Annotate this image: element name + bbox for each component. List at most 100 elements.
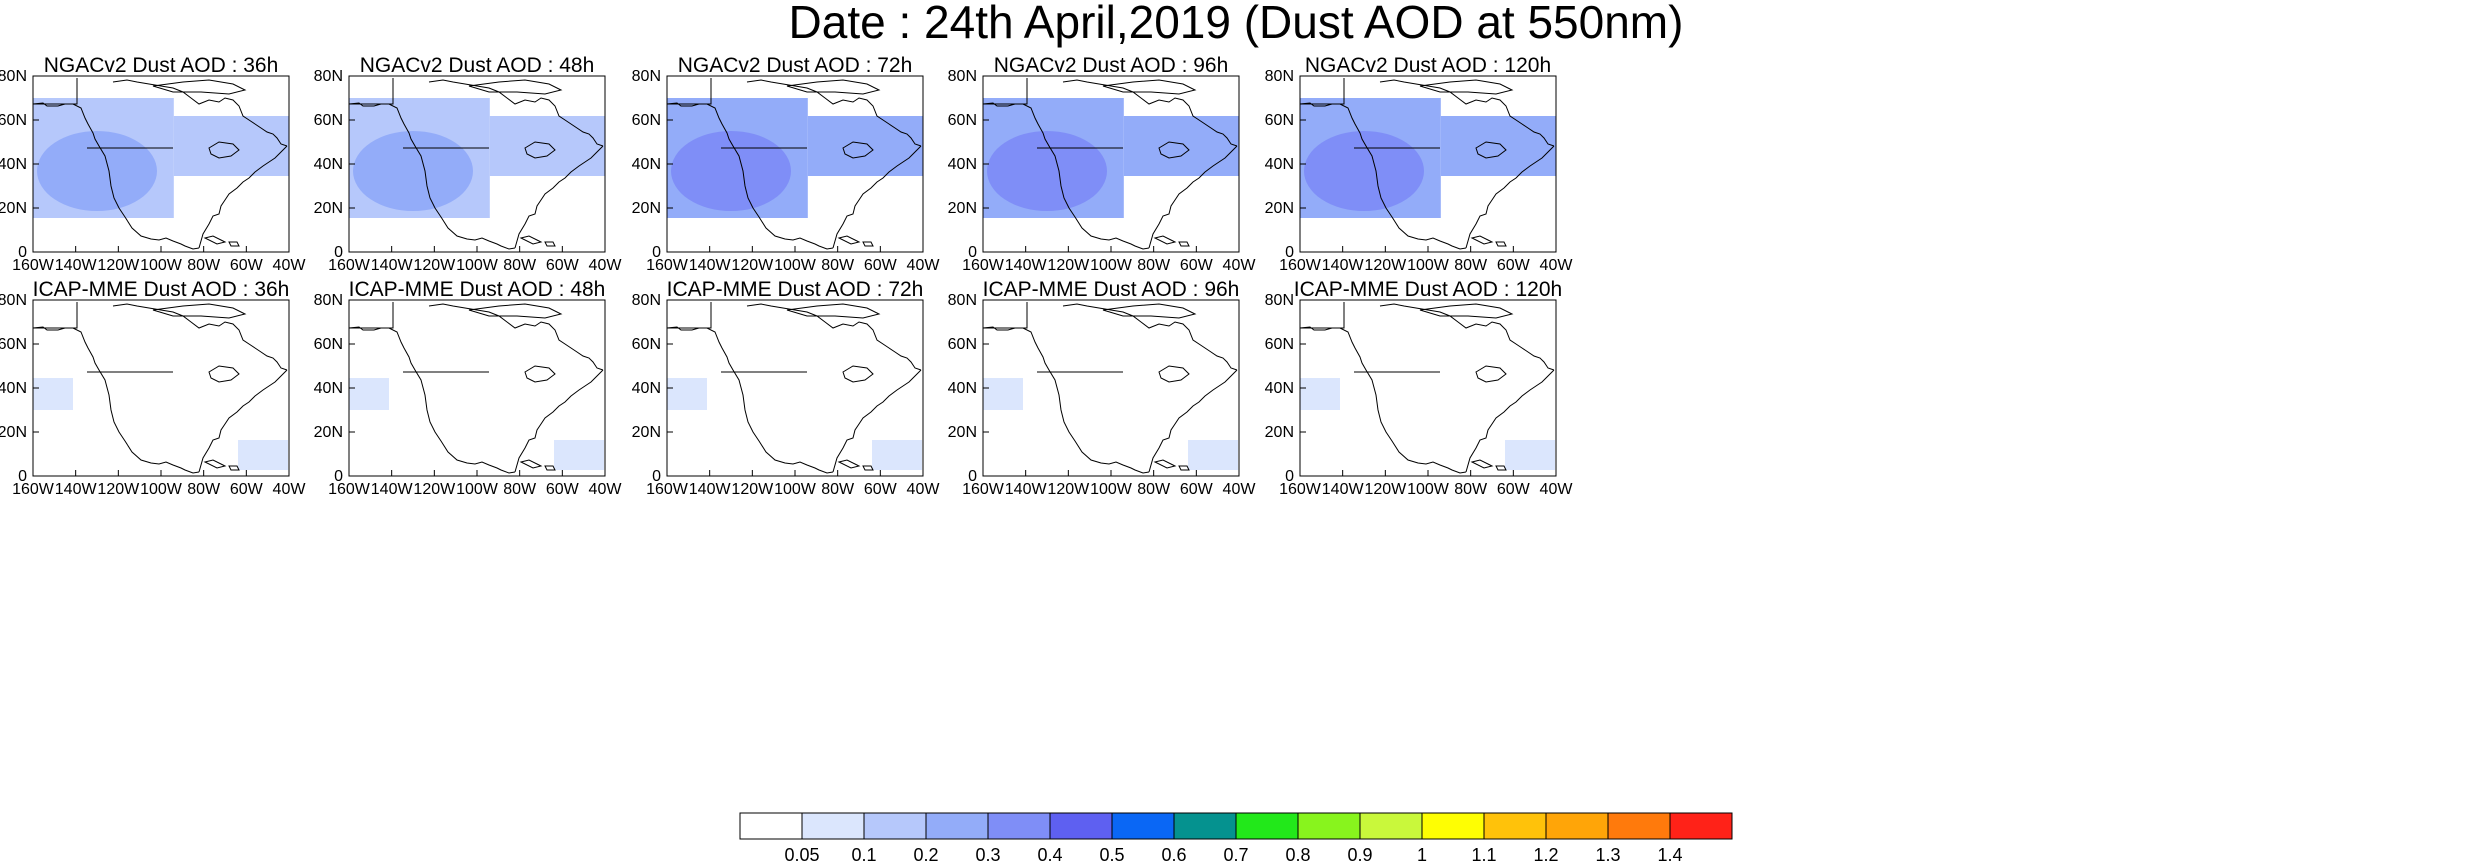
colorbar-swatch [1545,812,1609,840]
lon-tick-label: 100W [1407,481,1450,498]
lat-tick-label: 80N [314,68,343,85]
colorbar-swatch [863,812,927,840]
lat-tick-label: 40N [632,380,661,397]
panel-title: ICAP-MME Dust AOD : 120h [1294,278,1562,301]
lon-tick-label: 140W [1005,257,1048,274]
lon-tick-label: 100W [140,257,183,274]
colorbar-swatch [925,812,989,840]
lat-tick-label: 0 [1285,244,1294,261]
lat-tick-label: 80N [0,292,27,309]
lat-tick-label: 80N [1265,292,1294,309]
panel-title: ICAP-MME Dust AOD : 72h [667,278,924,301]
lat-tick-label: 20N [314,424,343,441]
lat-tick-label: 60N [314,336,343,353]
lon-tick-label: 40W [273,257,307,274]
colorbar-label: 0.4 [1037,845,1062,862]
panel-title: NGACv2 Dust AOD : 48h [360,54,595,77]
lon-tick-label: 120W [1364,257,1407,274]
lon-tick-label: 60W [1180,257,1214,274]
colorbar-swatch [1235,812,1299,840]
lon-tick-label: 140W [371,481,414,498]
panel-title: ICAP-MME Dust AOD : 36h [33,278,290,301]
lat-tick-label: 20N [632,424,661,441]
colorbar-swatch [1359,812,1423,840]
lat-tick-label: 40N [1265,156,1294,173]
dust-plume-east [1123,116,1239,176]
map-panel: NGACv2 Dust AOD : 48h 0 20N 40N 60N 80N 160W 14… [314,54,623,274]
lon-tick-label: 160W [646,257,689,274]
dust-plume-core [1304,131,1424,211]
lat-tick-label: 0 [1285,468,1294,485]
lat-tick-label: 40N [1265,380,1294,397]
lon-tick-label: 140W [1005,481,1048,498]
colorbar-swatch [801,812,865,840]
lat-tick-label: 0 [652,468,661,485]
dust-patch-saharan [238,440,288,470]
lon-tick-label: 160W [328,481,371,498]
lon-tick-label: 140W [1322,481,1365,498]
lat-tick-label: 60N [632,336,661,353]
lon-tick-label: 80W [1454,257,1488,274]
lon-tick-label: 40W [1540,257,1574,274]
colorbar-swatch [1049,812,1113,840]
lon-tick-label: 140W [689,257,732,274]
colorbar-swatch [1483,812,1547,840]
lon-tick-label: 60W [230,481,264,498]
lon-tick-label: 40W [1223,481,1257,498]
lon-tick-label: 60W [546,481,580,498]
lon-tick-label: 160W [962,257,1005,274]
lat-tick-label: 40N [948,156,977,173]
dust-plume-core [37,131,157,211]
dust-patch-saharan [872,440,922,470]
lat-tick-label: 40N [0,380,27,397]
lon-tick-label: 60W [546,257,580,274]
lon-tick-label: 160W [1279,257,1322,274]
lon-tick-label: 160W [12,257,55,274]
panel-title: ICAP-MME Dust AOD : 48h [349,278,606,301]
map-panel: ICAP-MME Dust AOD : 96h 0 20N 40N 60N 80N 160W… [948,278,1257,498]
dust-patch-west [33,378,73,410]
lon-tick-label: 60W [864,481,898,498]
lat-tick-label: 20N [948,424,977,441]
colorbar-label: 1.2 [1533,845,1558,862]
map-panel: ICAP-MME Dust AOD : 120h 0 20N 40N 60N 80N 160… [1265,278,1574,498]
lon-tick-label: 80W [187,257,221,274]
dust-patch-west [349,378,389,410]
lon-tick-label: 140W [371,257,414,274]
lon-tick-label: 40W [907,257,941,274]
lon-tick-label: 40W [1540,481,1574,498]
lon-tick-label: 120W [731,257,774,274]
lat-tick-label: 80N [632,68,661,85]
lon-tick-label: 120W [1047,257,1090,274]
colorbar-swatch [987,812,1051,840]
colorbar-label: 0.1 [851,845,876,862]
colorbar-swatch [1669,812,1733,840]
lon-tick-label: 120W [413,257,456,274]
lon-tick-label: 80W [503,481,537,498]
colorbar-label: 0.3 [975,845,1000,862]
colorbar-label: 0.7 [1223,845,1248,862]
lon-tick-label: 100W [774,257,817,274]
lon-tick-label: 120W [1047,481,1090,498]
lon-tick-label: 80W [1137,257,1171,274]
lon-tick-label: 160W [328,257,371,274]
panel-title: NGACv2 Dust AOD : 36h [44,54,279,77]
lat-tick-label: 0 [968,468,977,485]
panel-title: NGACv2 Dust AOD : 120h [1305,54,1551,77]
lon-tick-label: 40W [273,481,307,498]
lon-tick-label: 100W [1407,257,1450,274]
colorbar-label: 1 [1417,845,1427,862]
dust-plume-east [173,116,289,176]
figure-title: Date : 24th April,2019 (Dust AOD at 550n… [788,0,1684,48]
lat-tick-label: 0 [334,468,343,485]
lat-tick-label: 60N [0,336,27,353]
colorbar-swatch [1297,812,1361,840]
lat-tick-label: 20N [0,424,27,441]
colorbar-label: 0.6 [1161,845,1186,862]
lat-tick-label: 20N [314,200,343,217]
lat-tick-label: 80N [0,68,27,85]
lat-tick-label: 40N [314,156,343,173]
dust-patch-saharan [1188,440,1238,470]
colorbar-swatch [1607,812,1671,840]
